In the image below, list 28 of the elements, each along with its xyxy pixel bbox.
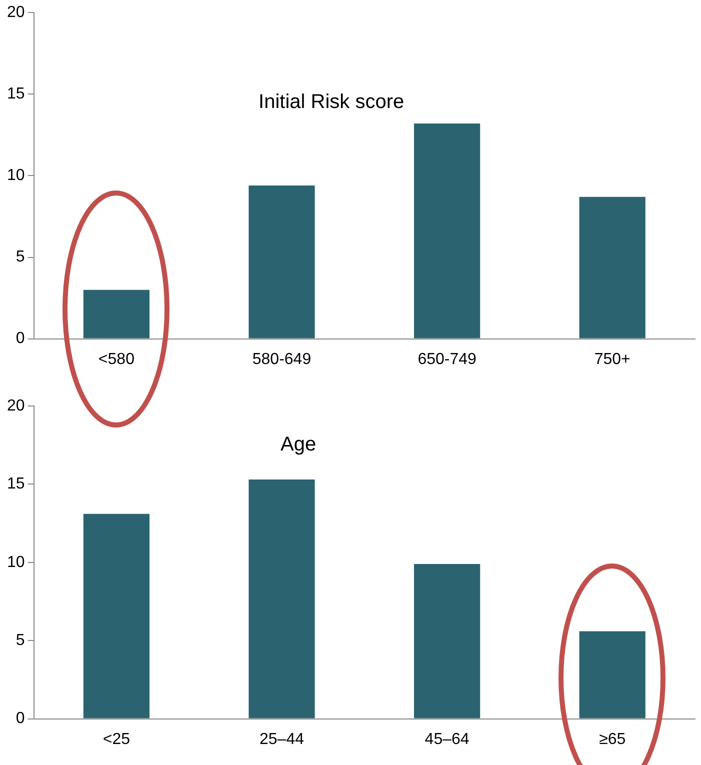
bar xyxy=(579,196,646,338)
x-tick-label: 750+ xyxy=(594,350,630,368)
y-tick-label: 20 xyxy=(7,4,25,22)
bar xyxy=(579,631,646,718)
text: Initial Risk score xyxy=(258,90,404,113)
bar xyxy=(83,514,150,718)
y-tick-label: 5 xyxy=(16,248,25,266)
y-tick-label: 0 xyxy=(16,710,25,728)
x-tick-label: ≥65 xyxy=(599,730,626,748)
y-tick-label: 15 xyxy=(7,86,25,103)
x-tick-label: 25–44 xyxy=(260,730,304,748)
x-tick-label: <25 xyxy=(102,730,130,748)
y-tick-label: 15 xyxy=(7,476,25,493)
y-tick-label: 0 xyxy=(16,330,25,348)
text: Age xyxy=(280,434,316,456)
x-tick-label: 45–64 xyxy=(424,730,470,748)
y-tick-label: 5 xyxy=(16,632,25,650)
y-tick-label: 20 xyxy=(7,397,25,414)
bar xyxy=(414,564,480,718)
x-tick-label: 580-649 xyxy=(252,350,312,368)
y-tick-label: 10 xyxy=(7,554,25,571)
y-tick-label: 10 xyxy=(7,167,25,184)
bar xyxy=(248,185,315,338)
bar xyxy=(414,124,480,338)
x-tick-label: 650-749 xyxy=(418,350,477,368)
x-tick-label: <580 xyxy=(98,350,135,368)
bar xyxy=(83,290,150,338)
bar xyxy=(248,480,315,718)
